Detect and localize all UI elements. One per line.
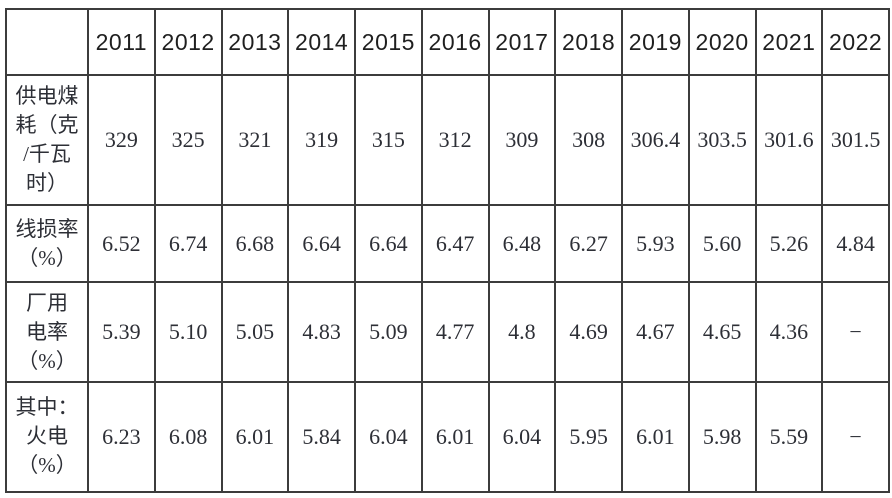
value-cell: 4.83 — [287, 281, 356, 383]
year-header: 2022 — [821, 8, 890, 76]
year-header: 2020 — [687, 8, 757, 76]
value-cell: 6.52 — [87, 203, 156, 284]
value-cell: 4.8 — [487, 281, 557, 383]
year-header: 2014 — [287, 8, 356, 76]
value-cell: 4.67 — [621, 281, 690, 383]
value-cell: 6.64 — [354, 203, 423, 284]
year-header: 2016 — [420, 8, 490, 76]
value-cell: 5.39 — [87, 281, 156, 383]
value-cell: 301.5 — [821, 74, 890, 206]
value-cell: 6.68 — [220, 203, 290, 284]
value-cell: 6.01 — [220, 380, 290, 494]
value-cell: 301.6 — [754, 74, 824, 206]
value-cell: 6.47 — [420, 203, 490, 284]
corner-cell — [5, 8, 89, 76]
value-cell: 6.08 — [153, 380, 223, 494]
year-header: 2015 — [354, 8, 423, 76]
header-row: 2011 2012 2013 2014 2015 2016 2017 2018 2019 2020… — [5, 8, 890, 76]
table-body: 供电煤 耗（克 /千瓦 时） 329 325 321 319 315 312 309 308 30… — [5, 74, 890, 494]
value-cell: 315 — [354, 74, 423, 206]
value-cell: 6.48 — [487, 203, 557, 284]
year-header: 2021 — [754, 8, 824, 76]
value-cell: 5.26 — [754, 203, 824, 284]
value-cell: 306.4 — [621, 74, 690, 206]
value-cell: 5.05 — [220, 281, 290, 383]
value-cell: 5.59 — [754, 380, 824, 494]
value-cell: 5.84 — [287, 380, 356, 494]
value-cell: 325 — [153, 74, 223, 206]
row-label: 供电煤 耗（克 /千瓦 时） — [5, 74, 89, 206]
value-cell: 4.77 — [420, 281, 490, 383]
value-cell: 309 — [487, 74, 557, 206]
value-cell: 6.23 — [87, 380, 156, 494]
year-header: 2017 — [487, 8, 557, 76]
value-cell: 6.27 — [554, 203, 623, 284]
value-cell: 4.36 — [754, 281, 824, 383]
value-cell: − — [821, 380, 890, 494]
value-cell: − — [821, 281, 890, 383]
value-cell: 329 — [87, 74, 156, 206]
value-cell: 5.09 — [354, 281, 423, 383]
year-header: 2013 — [220, 8, 290, 76]
value-cell: 6.01 — [621, 380, 690, 494]
row-label: 线损率 （%） — [5, 203, 89, 284]
value-cell: 6.01 — [420, 380, 490, 494]
value-cell: 6.04 — [487, 380, 557, 494]
table-row: 供电煤 耗（克 /千瓦 时） 329 325 321 319 315 312 309 308 30… — [5, 74, 890, 206]
year-header: 2012 — [153, 8, 223, 76]
value-cell: 6.64 — [287, 203, 356, 284]
value-cell: 312 — [420, 74, 490, 206]
value-cell: 321 — [220, 74, 290, 206]
value-cell: 5.93 — [621, 203, 690, 284]
yearly-metrics-table: 2011 2012 2013 2014 2015 2016 2017 2018 2019 2020… — [5, 8, 890, 494]
value-cell: 319 — [287, 74, 356, 206]
value-cell: 308 — [554, 74, 623, 206]
year-header: 2019 — [621, 8, 690, 76]
year-header: 2018 — [554, 8, 623, 76]
value-cell: 6.74 — [153, 203, 223, 284]
value-cell: 5.95 — [554, 380, 623, 494]
table-row: 厂用 电率 （%） 5.39 5.10 5.05 4.83 5.09 4.77 4.8 4.69… — [5, 281, 890, 383]
value-cell: 303.5 — [687, 74, 757, 206]
row-label: 其中： 火电 （%） — [5, 380, 89, 494]
table-container: 2011 2012 2013 2014 2015 2016 2017 2018 2019 2020… — [5, 8, 890, 494]
value-cell: 6.04 — [354, 380, 423, 494]
table-row: 线损率 （%） 6.52 6.74 6.68 6.64 6.64 6.47 6.48 6.27 5… — [5, 203, 890, 284]
value-cell: 5.60 — [687, 203, 757, 284]
value-cell: 4.69 — [554, 281, 623, 383]
value-cell: 4.65 — [687, 281, 757, 383]
year-header: 2011 — [87, 8, 156, 76]
row-label: 厂用 电率 （%） — [5, 281, 89, 383]
table-row: 其中： 火电 （%） 6.23 6.08 6.01 5.84 6.04 6.01 6.04 5.… — [5, 380, 890, 494]
value-cell: 4.84 — [821, 203, 890, 284]
value-cell: 5.10 — [153, 281, 223, 383]
value-cell: 5.98 — [687, 380, 757, 494]
